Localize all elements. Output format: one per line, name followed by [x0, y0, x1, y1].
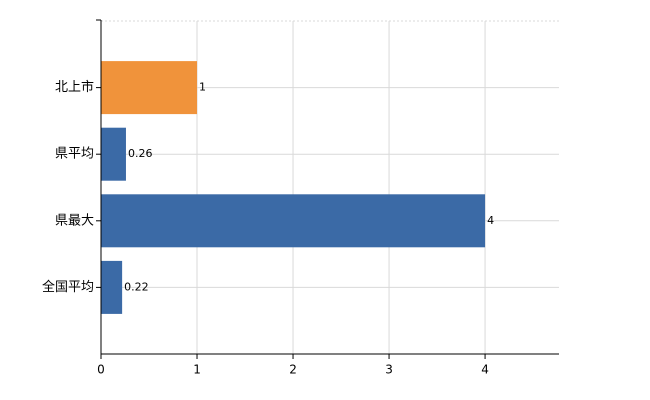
- bar: [101, 260, 123, 314]
- value-label: 1: [199, 81, 206, 94]
- bar: [101, 61, 198, 115]
- x-tick-label: 0: [97, 363, 105, 377]
- value-label: 4: [487, 214, 494, 227]
- y-tick-label: 全国平均: [42, 279, 94, 295]
- x-tick-label: 1: [193, 363, 201, 377]
- value-label: 0.26: [128, 147, 152, 160]
- y-tick-label: 北上市: [55, 79, 94, 95]
- bar: [101, 194, 486, 248]
- x-tick-label: 3: [385, 363, 393, 377]
- x-tick-label: 2: [289, 363, 297, 377]
- bar: [101, 127, 126, 181]
- y-tick-label: 県平均: [55, 147, 94, 162]
- value-label: 0.22: [124, 280, 149, 293]
- y-tick-label: 県最大: [55, 213, 94, 228]
- x-tick-label: 4: [481, 363, 489, 377]
